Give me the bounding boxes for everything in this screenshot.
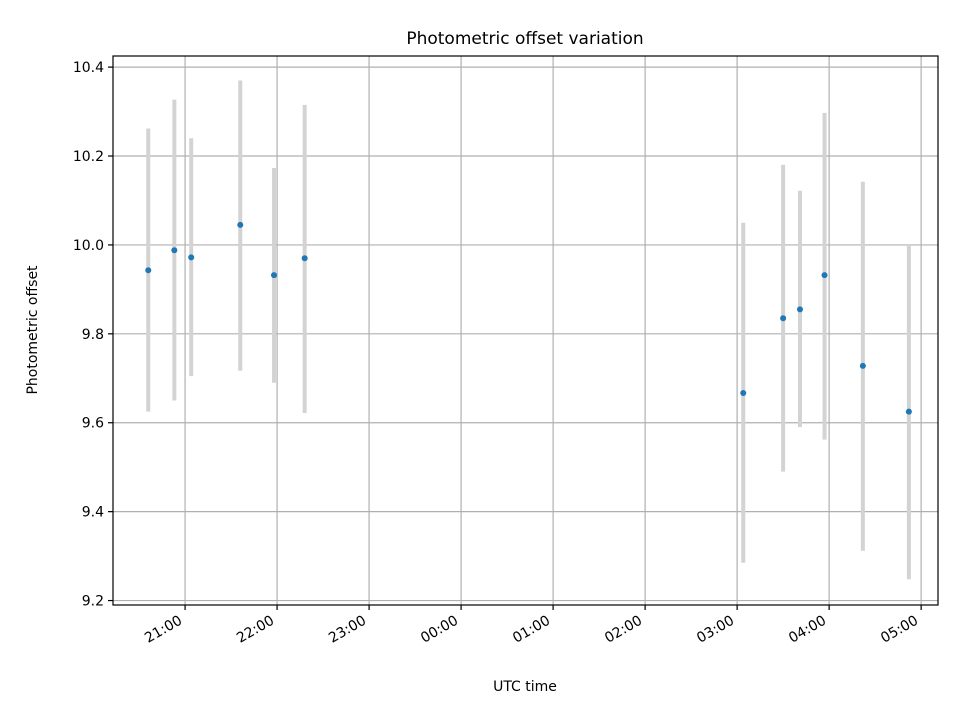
data-point	[740, 389, 747, 396]
y-tick-label: 10.0	[73, 238, 104, 254]
x-tick-label: 23:00	[326, 613, 369, 647]
grid	[113, 56, 938, 605]
x-tick-label: 01:00	[510, 613, 553, 647]
x-tick-label: 22:00	[234, 613, 277, 647]
data-point	[301, 255, 308, 262]
data-points	[145, 221, 912, 415]
data-point	[905, 408, 912, 415]
y-tick-label: 10.4	[73, 60, 104, 76]
y-tick-label: 9.2	[82, 594, 104, 610]
data-point	[780, 315, 787, 322]
data-point	[796, 306, 803, 313]
x-tick-label: 00:00	[418, 613, 461, 647]
x-tick-label: 03:00	[694, 613, 737, 647]
y-tick-label: 9.8	[82, 327, 104, 343]
y-tick-label: 9.6	[82, 416, 104, 432]
data-point	[171, 247, 178, 254]
chart-title: Photometric offset variation	[406, 29, 643, 49]
data-point	[237, 221, 244, 228]
x-tick-label: 02:00	[602, 613, 645, 647]
data-point	[271, 272, 278, 279]
data-point	[188, 254, 195, 261]
y-axis-ticks: 9.2 9.4 9.6 9.8 10.0 10.2 10.4	[73, 60, 113, 610]
x-axis-ticks: 21:00 22:00 23:00 00:00 01:00 02:00 03:00 04:00…	[142, 605, 922, 647]
y-tick-label: 10.2	[73, 149, 104, 165]
error-bars	[146, 80, 911, 580]
x-tick-label: 04:00	[786, 613, 829, 647]
x-tick-label: 05:00	[878, 613, 921, 647]
x-tick-label: 21:00	[142, 613, 185, 647]
data-point	[821, 272, 828, 279]
plot-frame	[112, 55, 939, 606]
data-point	[145, 267, 152, 274]
data-point	[859, 362, 866, 369]
y-axis-label: Photometric offset	[25, 265, 41, 395]
x-axis-label: UTC time	[493, 679, 557, 695]
y-tick-label: 9.4	[82, 505, 104, 521]
